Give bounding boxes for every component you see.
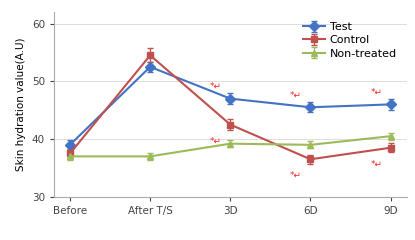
Text: *↵: *↵ (290, 90, 302, 99)
Y-axis label: Skin hydration value(A.U): Skin hydration value(A.U) (16, 38, 26, 171)
Text: *↵: *↵ (290, 171, 302, 180)
Text: *↵: *↵ (210, 82, 222, 90)
Text: *↵: *↵ (210, 137, 222, 146)
Legend: Test, Control, Non-treated: Test, Control, Non-treated (298, 18, 401, 63)
Text: *↵: *↵ (370, 159, 382, 168)
Text: *↵: *↵ (370, 87, 382, 96)
